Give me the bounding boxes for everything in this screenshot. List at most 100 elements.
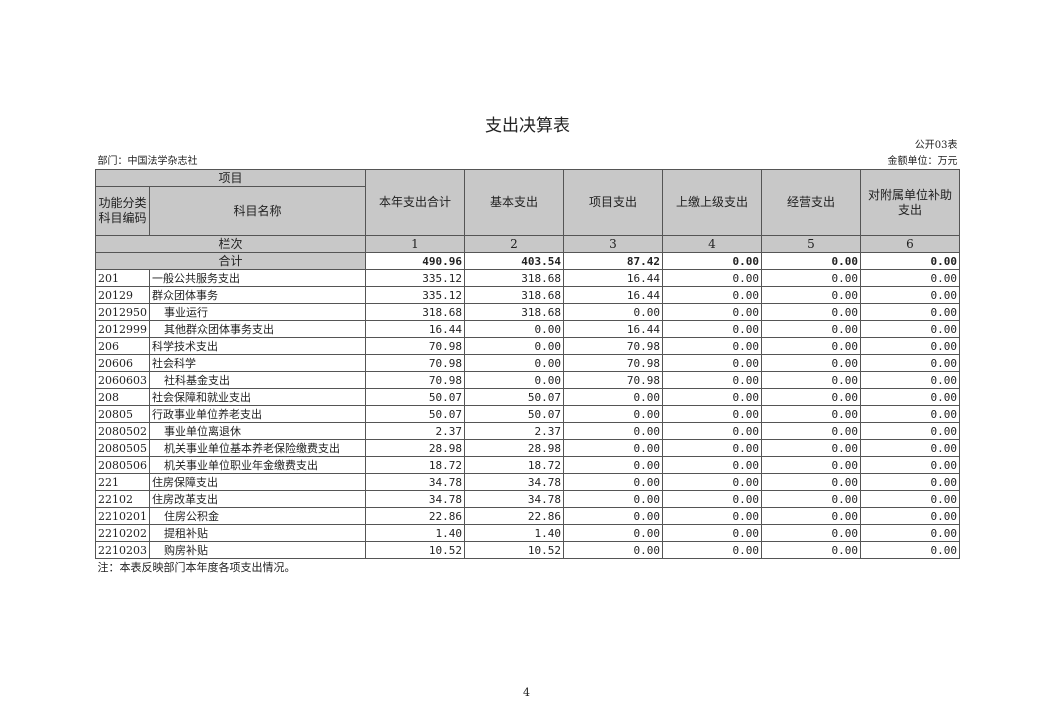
row-value-col-6: 0.00 (860, 473, 960, 491)
total-value: 0.00 (860, 252, 960, 270)
row-name: 住房保障支出 (149, 473, 366, 491)
row-value-col-3: 0.00 (563, 439, 663, 457)
row-value-col-6: 0.00 (860, 269, 960, 287)
row-name: 住房公积金 (149, 507, 366, 525)
row-code: 201 (95, 269, 150, 287)
row-name: 一般公共服务支出 (149, 269, 366, 287)
table-row: 2080505 机关事业单位基本养老保险缴费支出 28.98 28.98 0.00 0.0… (95, 439, 960, 457)
row-value-col-3: 0.00 (563, 422, 663, 440)
row-value-col-1: 70.98 (365, 354, 465, 372)
row-value-col-4: 0.00 (662, 354, 762, 372)
row-value-col-4: 0.00 (662, 303, 762, 321)
header-code: 功能分类科目编码 (95, 186, 150, 236)
table-row: 208 社会保障和就业支出 50.07 50.07 0.00 0.00 0.00 0.00 (95, 388, 960, 406)
header-name: 科目名称 (149, 186, 366, 236)
header-item: 项目 (95, 169, 366, 187)
header-col-1: 本年支出合计 (365, 169, 465, 236)
row-value-col-5: 0.00 (761, 456, 861, 474)
row-value-col-6: 0.00 (860, 320, 960, 338)
row-value-col-1: 34.78 (365, 473, 465, 491)
row-value-col-4: 0.00 (662, 524, 762, 542)
column-number-1: 1 (365, 235, 465, 253)
row-value-col-3: 16.44 (563, 269, 663, 287)
row-value-col-2: 318.68 (464, 286, 564, 304)
row-value-col-6: 0.00 (860, 456, 960, 474)
row-value-col-2: 34.78 (464, 490, 564, 508)
row-value-col-3: 0.00 (563, 507, 663, 525)
row-value-col-3: 0.00 (563, 388, 663, 406)
row-value-col-4: 0.00 (662, 541, 762, 559)
row-code: 2080502 (95, 422, 150, 440)
row-name: 购房补贴 (149, 541, 366, 559)
page-number: 4 (523, 686, 530, 699)
row-value-col-6: 0.00 (860, 422, 960, 440)
row-value-col-5: 0.00 (761, 337, 861, 355)
row-value-col-6: 0.00 (860, 337, 960, 355)
row-value-col-2: 22.86 (464, 507, 564, 525)
row-value-col-2: 1.40 (464, 524, 564, 542)
row-code: 2210202 (95, 524, 150, 542)
row-value-col-2: 18.72 (464, 456, 564, 474)
row-value-col-6: 0.00 (860, 490, 960, 508)
row-code: 2060603 (95, 371, 150, 389)
row-value-col-2: 0.00 (464, 337, 564, 355)
row-code: 221 (95, 473, 150, 491)
column-number-4: 4 (662, 235, 762, 253)
row-value-col-1: 50.07 (365, 388, 465, 406)
row-value-col-4: 0.00 (662, 473, 762, 491)
row-value-col-5: 0.00 (761, 507, 861, 525)
row-name: 行政事业单位养老支出 (149, 405, 366, 423)
row-value-col-3: 0.00 (563, 473, 663, 491)
header-col-2: 基本支出 (464, 169, 564, 236)
row-value-col-5: 0.00 (761, 286, 861, 304)
row-value-col-1: 34.78 (365, 490, 465, 508)
row-value-col-3: 16.44 (563, 320, 663, 338)
table-row: 20129 群众团体事务 335.12 318.68 16.44 0.00 0.00 0.00 (95, 286, 960, 304)
row-value-col-1: 28.98 (365, 439, 465, 457)
row-value-col-6: 0.00 (860, 354, 960, 372)
total-row: 合计 490.96 403.54 87.42 0.00 0.00 0.00 (95, 252, 960, 270)
row-value-col-3: 70.98 (563, 354, 663, 372)
row-value-col-5: 0.00 (761, 422, 861, 440)
total-value: 87.42 (563, 252, 663, 270)
row-value-col-2: 0.00 (464, 354, 564, 372)
row-name: 事业单位离退休 (149, 422, 366, 440)
header-col-5: 经营支出 (761, 169, 861, 236)
row-value-col-3: 70.98 (563, 371, 663, 389)
row-name: 提租补贴 (149, 524, 366, 542)
row-value-col-4: 0.00 (662, 337, 762, 355)
row-value-col-6: 0.00 (860, 524, 960, 542)
row-code: 2210201 (95, 507, 150, 525)
row-value-col-6: 0.00 (860, 303, 960, 321)
row-value-col-3: 0.00 (563, 490, 663, 508)
table-note: 注：本表反映部门本年度各项支出情况。 (97, 560, 296, 574)
row-value-col-4: 0.00 (662, 371, 762, 389)
row-value-col-6: 0.00 (860, 507, 960, 525)
row-value-col-1: 70.98 (365, 337, 465, 355)
row-value-col-6: 0.00 (860, 541, 960, 559)
header-col-4: 上缴上级支出 (662, 169, 762, 236)
expenditure-table: 支出决算表 公开03表 部门：中国法学杂志社 金额单位：万元 项目 本年支出合计… (95, 115, 960, 575)
row-value-col-3: 0.00 (563, 303, 663, 321)
row-value-col-1: 2.37 (365, 422, 465, 440)
row-code: 2012999 (95, 320, 150, 338)
row-value-col-6: 0.00 (860, 286, 960, 304)
row-value-col-5: 0.00 (761, 405, 861, 423)
row-value-col-5: 0.00 (761, 388, 861, 406)
row-value-col-4: 0.00 (662, 269, 762, 287)
total-value: 0.00 (662, 252, 762, 270)
table-row: 201 一般公共服务支出 335.12 318.68 16.44 0.00 0.00 0.00 (95, 269, 960, 287)
row-value-col-5: 0.00 (761, 269, 861, 287)
table-row: 221 住房保障支出 34.78 34.78 0.00 0.00 0.00 0.00 (95, 473, 960, 491)
row-value-col-1: 10.52 (365, 541, 465, 559)
row-code: 208 (95, 388, 150, 406)
row-value-col-4: 0.00 (662, 405, 762, 423)
row-value-col-3: 0.00 (563, 524, 663, 542)
row-value-col-1: 1.40 (365, 524, 465, 542)
row-value-col-2: 28.98 (464, 439, 564, 457)
row-value-col-5: 0.00 (761, 320, 861, 338)
row-code: 2080506 (95, 456, 150, 474)
row-value-col-5: 0.00 (761, 354, 861, 372)
row-value-col-4: 0.00 (662, 286, 762, 304)
column-number-2: 2 (464, 235, 564, 253)
